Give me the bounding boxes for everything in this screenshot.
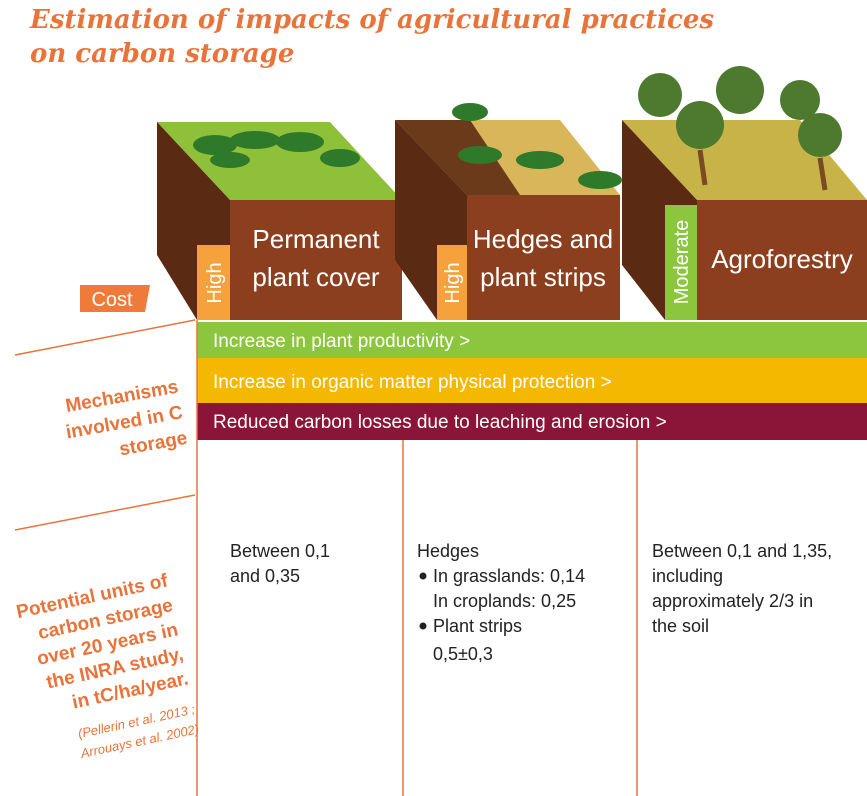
potential-value: including [652, 566, 723, 586]
cost-tag-bg [80, 285, 150, 312]
potential-value: approximately 2/3 in [652, 591, 813, 611]
potential-value: In croplands: 0,25 [433, 591, 576, 611]
potential-value: Between 0,1 [230, 541, 330, 561]
potential-value: 0,5±0,3 [433, 644, 493, 664]
potential-value: the soil [652, 616, 709, 636]
mechanism: Increase in organic matter physical prot… [213, 372, 612, 393]
cost-tag: High [442, 262, 464, 303]
mechanism: Reduced carbon losses due to leaching an… [213, 412, 667, 433]
bullet [419, 622, 427, 630]
practice-name: plant cover [252, 262, 380, 292]
practice-name: Permanent [252, 224, 380, 254]
divider [14, 319, 196, 356]
practice-name: Hedges and [473, 224, 613, 254]
cost-tag: High [204, 262, 226, 303]
potential-value: In grasslands: 0,14 [433, 566, 585, 586]
cost-label: Cost [91, 289, 133, 311]
band [197, 403, 867, 440]
block [622, 66, 867, 320]
block [395, 103, 622, 320]
potential-value: Hedges [417, 541, 479, 561]
band [197, 358, 867, 403]
block [157, 122, 402, 320]
divider [14, 494, 196, 531]
bullet [419, 572, 427, 580]
cost-tag: Moderate [671, 220, 693, 305]
potential-value: Plant strips [433, 616, 522, 636]
mechanism: Increase in plant productivity > [213, 331, 470, 352]
title-line: on carbon storage [30, 39, 294, 69]
band [197, 322, 867, 358]
practice-name: Agroforestry [711, 244, 853, 274]
potential-value: and 0,35 [230, 566, 300, 586]
title-line: Estimation of impacts of agricultural pr… [29, 5, 714, 35]
practice-name: plant strips [480, 262, 606, 292]
potential-value: Between 0,1 and 1,35, [652, 541, 832, 561]
